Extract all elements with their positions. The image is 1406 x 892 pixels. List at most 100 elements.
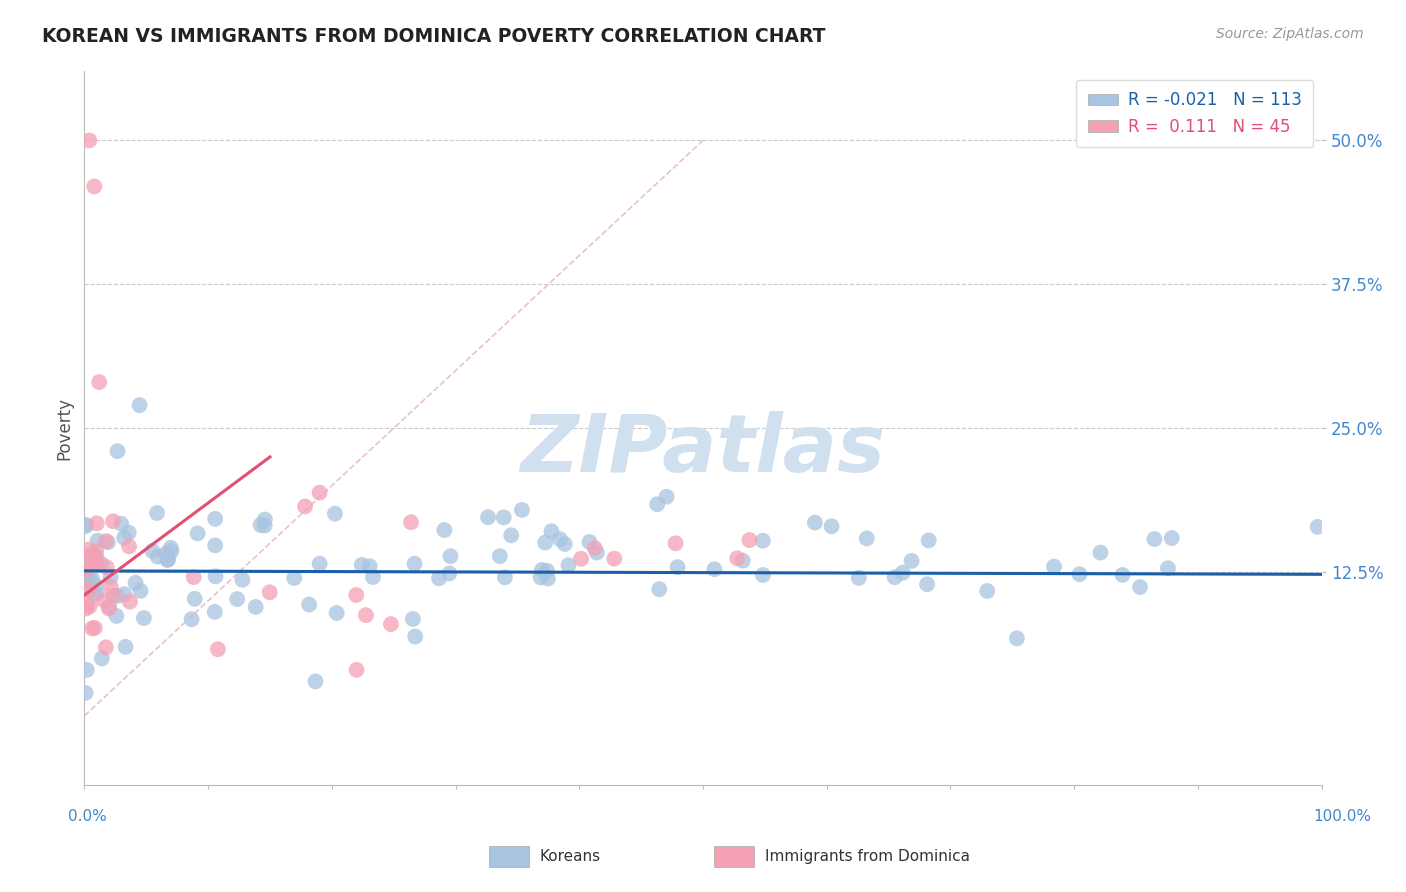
Point [344, 588, 367, 602]
Point [86, 586, 108, 600]
Point [645, 497, 668, 511]
Point [128, 398, 150, 412]
Point [731, 554, 754, 568]
Point [132, 611, 155, 625]
Point [245, 599, 267, 614]
Point [118, 525, 141, 540]
Point [141, 544, 163, 558]
Point [146, 506, 169, 520]
Point [361, 570, 384, 584]
Point [752, 533, 775, 548]
Point [804, 516, 827, 530]
Point [308, 557, 330, 571]
Point [84, 557, 107, 571]
Point [1157, 561, 1180, 575]
Point [976, 584, 998, 599]
Point [129, 583, 152, 598]
Point [283, 571, 305, 585]
Point [207, 642, 229, 657]
Point [308, 485, 330, 500]
Point [304, 674, 326, 689]
Point [77, 572, 100, 586]
Point [82, 548, 104, 562]
Point [404, 630, 426, 644]
Point [501, 528, 523, 542]
Point [112, 587, 135, 601]
Point [354, 608, 377, 623]
Point [1090, 545, 1112, 559]
Point [204, 538, 226, 552]
Point [204, 605, 226, 619]
Point [249, 518, 271, 533]
Point [1005, 632, 1028, 646]
Point [820, 519, 842, 533]
Text: Immigrants from Dominica: Immigrants from Dominica [765, 849, 970, 863]
Point [323, 507, 346, 521]
Point [79, 133, 101, 147]
Point [84, 544, 107, 558]
Point [703, 562, 725, 576]
Point [648, 582, 671, 597]
Point [427, 571, 450, 585]
Point [359, 559, 381, 574]
Point [100, 570, 122, 584]
Text: 100.0%: 100.0% [1313, 809, 1372, 823]
Y-axis label: Poverty: Poverty [55, 397, 73, 459]
Text: Koreans: Koreans [540, 849, 600, 863]
Point [84, 579, 107, 593]
Point [548, 533, 571, 547]
Point [578, 535, 600, 549]
Point [94, 534, 117, 549]
Point [226, 592, 249, 607]
Point [82, 621, 104, 635]
Point [1306, 520, 1329, 534]
Legend: R = -0.021   N = 113, R =  0.111   N = 45: R = -0.021 N = 113, R = 0.111 N = 45 [1076, 79, 1313, 147]
Point [404, 557, 426, 571]
Point [569, 551, 592, 566]
Point [540, 524, 562, 539]
Point [83, 179, 105, 194]
Point [325, 606, 347, 620]
Point [204, 512, 226, 526]
Point [86, 553, 108, 567]
Point [557, 558, 579, 573]
Point [883, 570, 905, 584]
Point [100, 580, 122, 594]
Point [1111, 568, 1133, 582]
Point [80, 571, 103, 585]
Point [1129, 580, 1152, 594]
Point [537, 572, 560, 586]
Point [477, 510, 499, 524]
Point [101, 514, 124, 528]
Point [98, 599, 121, 614]
Point [666, 560, 689, 574]
Point [103, 589, 125, 603]
Point [399, 515, 422, 529]
Point [1143, 532, 1166, 546]
Point [157, 552, 180, 566]
Point [180, 612, 202, 626]
Point [492, 510, 515, 524]
Point [253, 512, 276, 526]
Point [664, 536, 686, 550]
Point [146, 549, 169, 564]
Point [583, 541, 606, 555]
Point [160, 544, 183, 558]
Point [79, 599, 101, 614]
Point [114, 640, 136, 654]
Point [1069, 567, 1091, 582]
Point [77, 542, 100, 557]
Point [97, 535, 120, 549]
Point [75, 601, 97, 615]
Point [529, 570, 551, 584]
Point [77, 560, 100, 574]
Point [77, 549, 100, 563]
Point [554, 537, 576, 551]
Point [155, 547, 177, 561]
Point [75, 686, 97, 700]
Point [156, 553, 179, 567]
Point [187, 526, 209, 541]
Point [90, 651, 112, 665]
Text: KOREAN VS IMMIGRANTS FROM DOMINICA POVERTY CORRELATION CHART: KOREAN VS IMMIGRANTS FROM DOMINICA POVER… [42, 27, 825, 45]
Point [107, 444, 129, 458]
